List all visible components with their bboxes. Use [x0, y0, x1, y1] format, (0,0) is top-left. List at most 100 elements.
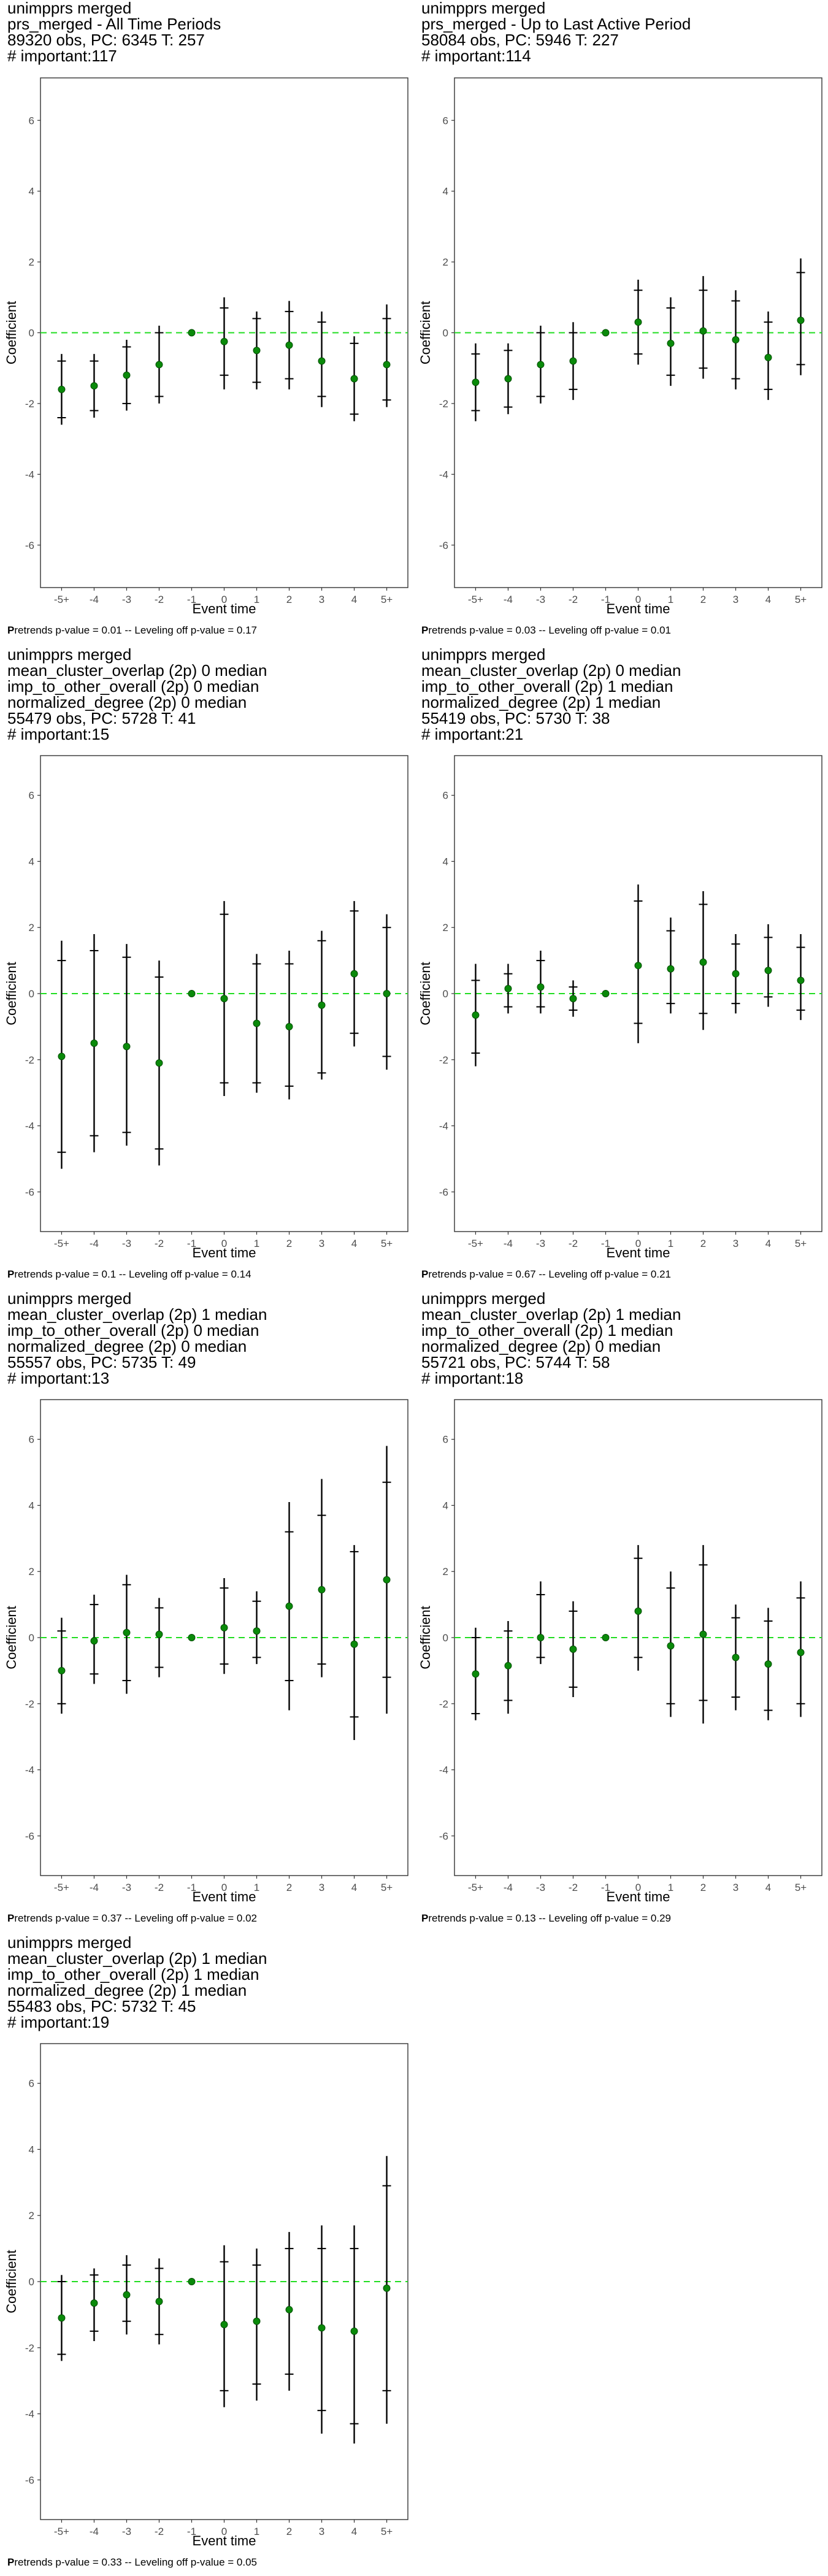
point-estimate — [537, 983, 545, 991]
point-estimate — [667, 965, 675, 973]
y-tick-label: 4 — [443, 186, 448, 197]
chart-title-line: 55483 obs, PC: 5732 T: 45 — [7, 1997, 196, 2015]
point-estimate — [155, 1630, 163, 1638]
point-estimate — [472, 378, 480, 386]
x-tick-label: -1 — [601, 1238, 610, 1249]
pvalue-footer: Pretrends p-value = 0.37 -- Leveling off… — [7, 1912, 257, 1925]
x-tick-label: 3 — [733, 1882, 738, 1893]
chart-title-line: # important:19 — [7, 2013, 110, 2031]
y-axis-label: Coefficient — [418, 1606, 433, 1669]
chart-title-line: mean_cluster_overlap (2p) 1 median — [7, 1305, 267, 1324]
pvalue-footer-bold: P — [7, 1912, 15, 1924]
x-tick-label: 5+ — [381, 1882, 393, 1893]
chart-title-line: mean_cluster_overlap (2p) 0 median — [421, 661, 681, 680]
point-estimate — [58, 1666, 66, 1674]
pvalue-footer-bold: P — [7, 624, 15, 636]
chart-svg: -6 -4 -2 0 2 4 6 -5+ -4 -3 -2 -1 0 1 2 3 4 5+ Event time Co… — [4, 755, 408, 1260]
y-tick-label: 2 — [29, 256, 34, 268]
chart-svg: -6 -4 -2 0 2 4 6 -5+ -4 -3 -2 -1 0 1 2 3 4 5+ Event time Co… — [4, 1399, 408, 1904]
y-tick-label: 6 — [29, 115, 34, 126]
y-tick-label: 0 — [29, 328, 34, 339]
chart-title-line: 55479 obs, PC: 5728 T: 41 — [7, 709, 196, 727]
point-estimate — [797, 1649, 805, 1657]
pvalue-footer-text: retrends p-value = 0.01 -- Leveling off … — [14, 624, 258, 636]
y-axis-label: Coefficient — [4, 2250, 19, 2313]
x-tick-label: 5+ — [795, 1882, 807, 1893]
x-tick-label: 0 — [635, 1882, 641, 1893]
x-tick-label: 3 — [733, 594, 738, 605]
x-axis-label: Event time — [193, 1245, 256, 1260]
x-tick-label: -3 — [122, 2526, 131, 2537]
chart-title-line: # important:114 — [421, 47, 531, 65]
x-axis-label: Event time — [193, 1889, 256, 1904]
x-tick-label: -4 — [90, 594, 99, 605]
pvalue-footer: Pretrends p-value = 0.03 -- Leveling off… — [421, 624, 671, 637]
x-tick-label: 3 — [319, 594, 324, 605]
y-tick-label: 6 — [29, 2078, 34, 2090]
pvalue-footer-text: retrends p-value = 0.03 -- Leveling off … — [428, 624, 672, 636]
x-tick-label: 4 — [351, 1238, 357, 1249]
point-estimate — [188, 329, 196, 337]
point-estimate — [602, 329, 610, 337]
y-tick-label: -2 — [25, 398, 34, 410]
y-tick-label: -4 — [25, 1121, 34, 1132]
chart-title-line: normalized_degree (2p) 0 median — [7, 1337, 247, 1355]
chart-title-line: # important:18 — [421, 1369, 524, 1387]
point-estimate — [472, 1011, 480, 1019]
chart-title-line: unimpprs merged — [7, 1933, 132, 1952]
chart-title-line: mean_cluster_overlap (2p) 1 median — [421, 1305, 681, 1324]
x-tick-label: 0 — [635, 594, 641, 605]
y-tick-label: 0 — [29, 2276, 34, 2288]
x-tick-label: 5+ — [381, 1238, 393, 1249]
y-tick-label: 6 — [443, 790, 448, 802]
y-tick-label: -4 — [439, 1765, 448, 1776]
y-tick-label: 4 — [29, 856, 34, 867]
point-estimate — [537, 1634, 545, 1641]
point-estimate — [90, 2299, 98, 2307]
pvalue-footer: Pretrends p-value = 0.01 -- Leveling off… — [7, 624, 257, 637]
point-estimate — [602, 1634, 610, 1641]
point-estimate — [797, 976, 805, 984]
point-estimate — [285, 1022, 293, 1030]
point-estimate — [220, 995, 228, 1003]
chart-title-line: imp_to_other_overall (2p) 1 median — [421, 677, 673, 696]
chart-title-line: unimpprs merged — [7, 0, 132, 17]
chart-title-line: unimpprs merged — [421, 645, 546, 664]
point-estimate — [764, 353, 772, 361]
point-estimate — [220, 337, 228, 345]
y-axis-label: Coefficient — [4, 962, 19, 1025]
x-tick-label: -5+ — [54, 594, 69, 605]
pvalue-footer-bold: P — [7, 2556, 15, 2568]
y-tick-label: -6 — [25, 1830, 34, 1842]
x-axis-label: Event time — [193, 2533, 256, 2548]
x-tick-label: 3 — [319, 1882, 324, 1893]
x-tick-label: 3 — [319, 1238, 324, 1249]
y-tick-label: -6 — [25, 1186, 34, 1198]
point-estimate — [90, 382, 98, 390]
x-tick-label: -4 — [504, 1238, 513, 1249]
x-tick-label: 0 — [221, 2526, 227, 2537]
chart-title-line: prs_merged - All Time Periods — [7, 15, 221, 33]
x-tick-label: 2 — [700, 1882, 706, 1893]
pvalue-footer: Pretrends p-value = 0.33 -- Leveling off… — [7, 2556, 257, 2569]
x-axis-label: Event time — [607, 1889, 670, 1904]
chart-title-line: unimpprs merged — [7, 645, 132, 664]
x-tick-label: 1 — [668, 1882, 673, 1893]
x-tick-label: 1 — [254, 594, 259, 605]
x-tick-label: 3 — [733, 1238, 738, 1249]
chart-title-line: imp_to_other_overall (2p) 0 median — [7, 1321, 259, 1340]
x-tick-label: -1 — [187, 1238, 196, 1249]
point-estimate — [602, 990, 610, 997]
y-axis-label: Coefficient — [4, 301, 19, 365]
x-tick-label: -2 — [155, 594, 164, 605]
y-tick-label: 0 — [443, 1632, 448, 1644]
pvalue-footer-bold: P — [421, 1912, 429, 1924]
chart-title-line: imp_to_other_overall (2p) 0 median — [7, 677, 259, 696]
point-estimate — [634, 318, 642, 326]
point-estimate — [123, 371, 131, 379]
y-tick-label: 4 — [29, 1500, 34, 1511]
y-tick-label: 0 — [443, 988, 448, 1000]
point-estimate — [350, 970, 358, 978]
y-axis-label: Coefficient — [418, 301, 433, 365]
y-tick-label: -4 — [25, 2409, 34, 2420]
